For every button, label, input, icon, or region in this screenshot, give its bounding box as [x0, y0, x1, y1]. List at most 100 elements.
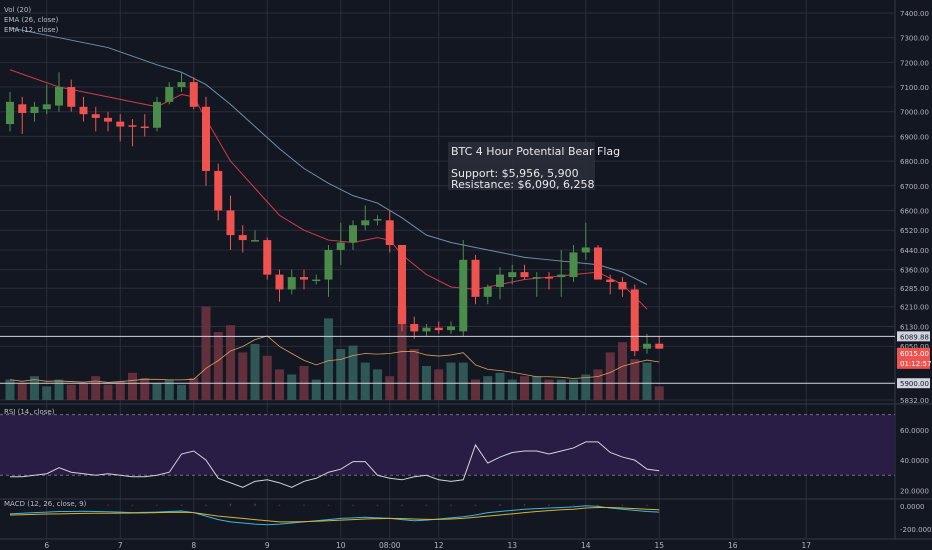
candle[interactable]	[238, 225, 247, 253]
time-tick-label: 16	[728, 541, 738, 550]
candle[interactable]	[447, 321, 455, 334]
candle[interactable]	[349, 220, 357, 250]
candle[interactable]	[581, 222, 590, 260]
candle[interactable]	[287, 269, 296, 295]
candle[interactable]	[226, 195, 235, 250]
volume-bar	[336, 349, 346, 400]
candle[interactable]	[336, 222, 345, 265]
legend-macd[interactable]: MACD (12, 26, close, 9)	[4, 500, 87, 508]
candle-body	[532, 277, 541, 279]
candle[interactable]	[630, 284, 639, 357]
candle[interactable]	[275, 269, 284, 302]
candle[interactable]	[177, 72, 186, 92]
candle[interactable]	[42, 84, 51, 115]
candle-body	[226, 210, 235, 236]
resistance-tag[interactable]	[897, 331, 930, 342]
legend-ema26[interactable]: EMA (26, close)	[4, 16, 59, 24]
candle[interactable]	[361, 205, 370, 231]
candle[interactable]	[140, 114, 149, 137]
candle[interactable]	[300, 269, 308, 290]
candle[interactable]	[655, 336, 664, 349]
volume-bar	[397, 306, 407, 400]
candle[interactable]	[324, 245, 333, 297]
volume-bar	[226, 325, 235, 400]
support-tag[interactable]	[897, 378, 930, 389]
time-tick-label: 17	[801, 541, 811, 550]
candle[interactable]	[91, 106, 100, 132]
annotation-box[interactable]: BTC 4 Hour Potential Bear Flag Support: …	[448, 142, 620, 191]
candle[interactable]	[18, 96, 27, 134]
candle[interactable]	[643, 333, 651, 354]
candle[interactable]	[508, 264, 517, 285]
candle[interactable]	[483, 284, 492, 305]
volume-bar	[79, 383, 88, 400]
price-tick-label: 7000.00	[900, 109, 929, 117]
price-tick-label: 6700.00	[900, 183, 929, 191]
candle[interactable]	[557, 249, 566, 297]
candle[interactable]	[594, 245, 602, 280]
candle[interactable]	[67, 79, 76, 112]
candle[interactable]	[606, 274, 615, 295]
candle[interactable]	[30, 101, 39, 122]
last-price-tag[interactable]	[897, 347, 930, 369]
candle-body	[434, 327, 443, 331]
candle[interactable]	[398, 245, 406, 332]
volume-bar	[654, 386, 664, 400]
candle[interactable]	[312, 274, 321, 285]
price-axis[interactable]: 7400.00 7300.00 7200.00 7100.00 7000.00 6900.…	[897, 10, 931, 405]
volume-bar	[213, 332, 223, 400]
candle[interactable]	[569, 245, 578, 283]
candle-layer[interactable]	[6, 72, 664, 357]
candle[interactable]	[422, 323, 431, 337]
support-label: 5900.00	[900, 380, 929, 388]
candle[interactable]	[55, 72, 63, 112]
candle[interactable]	[153, 96, 161, 132]
volume-bar	[605, 352, 615, 400]
volume-bar	[360, 362, 370, 400]
candle[interactable]	[251, 230, 259, 242]
candle[interactable]	[116, 114, 125, 142]
candle-body	[202, 106, 210, 171]
volume-bar	[189, 377, 199, 400]
price-tick-label: 7100.00	[900, 84, 929, 92]
candle[interactable]	[434, 321, 443, 334]
candle-body	[385, 220, 394, 246]
volume-layer	[5, 306, 664, 400]
volume-bar	[66, 384, 76, 400]
candle[interactable]	[373, 215, 382, 226]
candle[interactable]	[410, 316, 419, 339]
ema26-line	[9, 27, 648, 285]
volume-bar	[385, 376, 395, 400]
legend-rsi[interactable]: RSI (14, close)	[4, 408, 55, 416]
candle-body	[67, 87, 76, 107]
volume-bar	[30, 376, 39, 400]
legend-ema12[interactable]: EMA (12, close)	[4, 26, 59, 34]
candle[interactable]	[214, 163, 223, 221]
candle[interactable]	[496, 267, 504, 300]
macd-tick-label: 0.0000	[900, 503, 925, 511]
candle[interactable]	[79, 96, 88, 122]
candle[interactable]	[128, 119, 137, 147]
macd-signal-line	[9, 506, 660, 523]
volume-bar	[17, 383, 27, 400]
candle[interactable]	[545, 272, 553, 290]
candle[interactable]	[104, 111, 112, 132]
candle[interactable]	[520, 264, 529, 280]
candle[interactable]	[471, 254, 480, 305]
candle[interactable]	[165, 82, 174, 105]
candle[interactable]	[618, 277, 627, 297]
candle[interactable]	[532, 272, 541, 297]
candle[interactable]	[385, 210, 394, 253]
candle[interactable]	[202, 96, 210, 186]
candle[interactable]	[459, 240, 468, 337]
candle[interactable]	[6, 91, 14, 132]
candle-body	[300, 277, 308, 280]
candle[interactable]	[263, 237, 272, 280]
candle-body	[361, 220, 370, 226]
volume-bar	[593, 369, 603, 400]
candle-body	[214, 170, 223, 211]
legend-vol[interactable]: Vol (20)	[4, 6, 31, 14]
time-axis[interactable]: 6 7 8 9 10 08:00 12 13 14 15 16 17	[44, 541, 811, 550]
candle[interactable]	[189, 77, 198, 110]
